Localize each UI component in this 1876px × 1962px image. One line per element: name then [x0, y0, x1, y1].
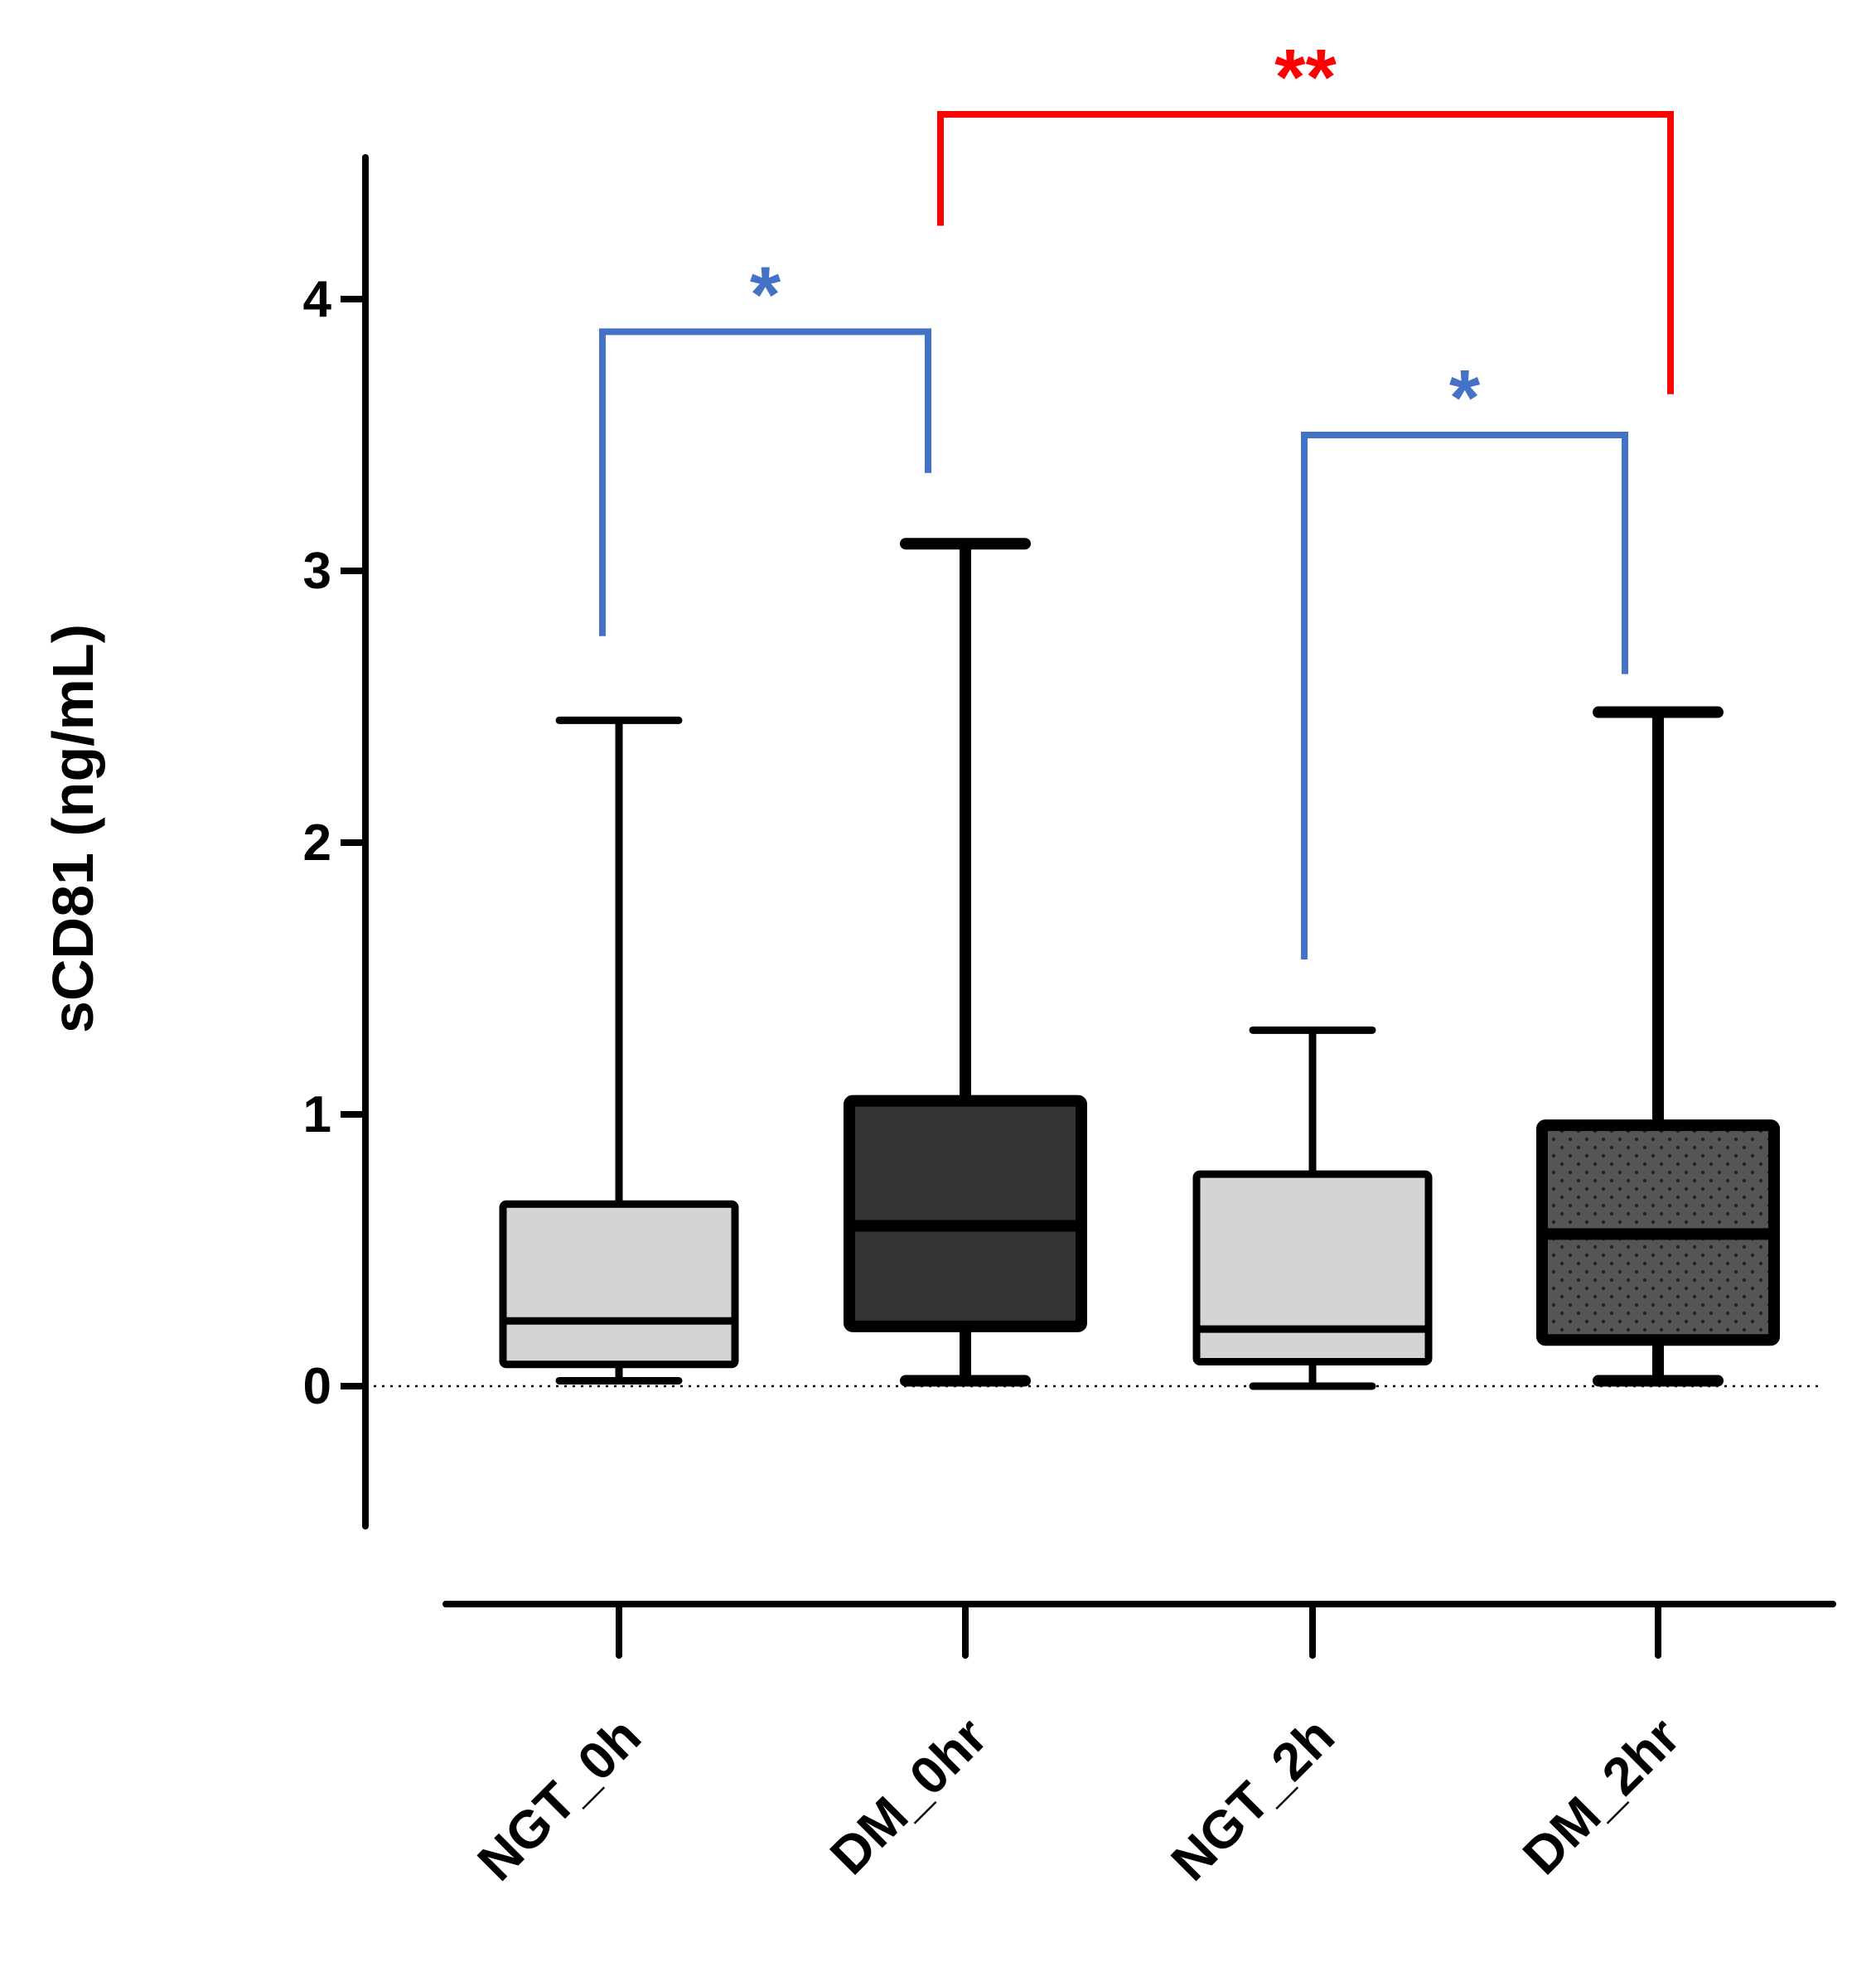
box-NGT_2h — [1192, 1026, 1433, 1390]
iqr-box — [1192, 1170, 1433, 1365]
significance-label: * — [750, 250, 781, 339]
x-category-label-NGT_2h: NGT_2h — [1159, 1706, 1345, 1892]
y-tick-label-0: 0 — [303, 1358, 331, 1415]
box-DM_0hr — [844, 538, 1087, 1387]
y-tick-label-1: 1 — [303, 1086, 331, 1143]
iqr-box — [499, 1200, 739, 1369]
y-tick-label-3: 3 — [303, 543, 331, 600]
iqr-box — [844, 1095, 1087, 1332]
significance-bracket-3: ** — [937, 33, 1674, 394]
x-category-label-NGT_0h: NGT_0h — [466, 1706, 651, 1892]
boxes — [499, 538, 1780, 1390]
bracket-line — [1301, 432, 1628, 960]
significance-brackets: **** — [599, 33, 1674, 960]
y-ticks: 0 1 2 3 4 — [303, 271, 365, 1415]
significance-bracket-1: * — [599, 250, 931, 636]
bracket-line — [937, 110, 1674, 394]
box-NGT_0h — [499, 716, 739, 1385]
x-category-label-DM_2hr: DM_2hr — [1511, 1706, 1691, 1886]
y-tick-label-4: 4 — [303, 271, 332, 328]
y-axis-title: sCD81 (ng/mL) — [41, 624, 105, 1033]
x-category-label-DM_0hr: DM_0hr — [819, 1706, 998, 1886]
x-categories: NGT_0h DM_0hr NGT_2h DM_2hr — [466, 1601, 1691, 1892]
box-DM_2hr — [1536, 706, 1780, 1387]
significance-label: ** — [1274, 33, 1337, 122]
y-tick-label-2: 2 — [303, 814, 331, 872]
bracket-line — [599, 328, 931, 636]
significance-bracket-2: * — [1301, 354, 1628, 960]
significance-label: * — [1449, 354, 1481, 442]
